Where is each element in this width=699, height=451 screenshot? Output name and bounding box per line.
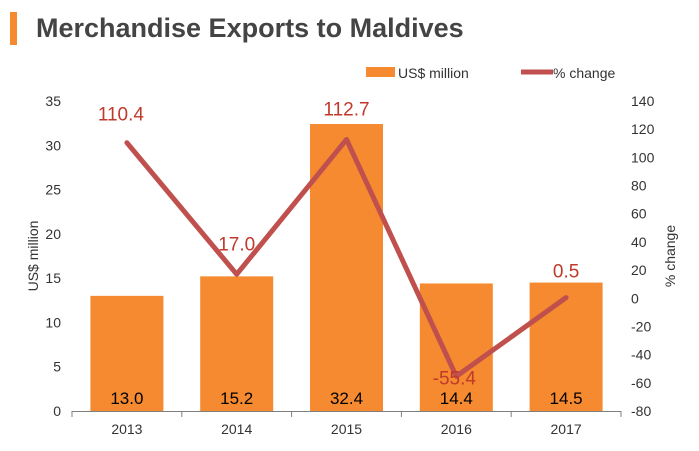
y-right-tick-label: 100 xyxy=(631,149,655,165)
y-left-tick-label: 10 xyxy=(45,314,61,330)
y-left-tick-label: 35 xyxy=(45,93,61,109)
y-right-axis-title: % change xyxy=(662,225,678,287)
x-tick-label: 2016 xyxy=(441,421,472,437)
bar-value-label: 14.5 xyxy=(550,389,583,408)
y-right-tick-label: -60 xyxy=(631,375,651,391)
y-right-tick-label: 0 xyxy=(631,290,639,306)
chart-title: Merchandise Exports to Maldives xyxy=(36,13,464,43)
x-tick-label: 2015 xyxy=(331,421,362,437)
bar xyxy=(419,283,493,411)
y-right-tick-label: 40 xyxy=(631,234,647,250)
y-left-tick-label: 15 xyxy=(45,270,61,286)
line-value-label: 17.0 xyxy=(218,234,255,255)
x-tick-label: 2014 xyxy=(221,421,252,437)
y-right-tick-label: -20 xyxy=(631,318,651,334)
y-left-tick-label: 0 xyxy=(53,403,61,419)
line-value-label: 112.7 xyxy=(323,99,369,120)
bar xyxy=(529,282,603,411)
y-right-tick-label: 140 xyxy=(631,93,655,109)
title-accent-bar xyxy=(10,12,17,45)
y-right-tick-label: 60 xyxy=(631,206,647,222)
legend-label-bar: US$ million xyxy=(398,65,469,81)
bar-value-label: 13.0 xyxy=(110,389,143,408)
line-value-label: 0.5 xyxy=(553,262,579,283)
bar xyxy=(200,276,274,411)
y-right-tick-label: 120 xyxy=(631,121,655,137)
x-tick-label: 2017 xyxy=(551,421,582,437)
y-left-tick-label: 30 xyxy=(45,137,61,153)
y-left-tick-label: 5 xyxy=(53,359,61,375)
bar-value-label: 15.2 xyxy=(220,389,253,408)
y-left-tick-label: 25 xyxy=(45,182,61,198)
bar-value-label: 14.4 xyxy=(440,389,473,408)
legend-label-line: % change xyxy=(553,65,615,81)
legend-swatch-bar xyxy=(366,67,395,77)
line-value-label: 110.4 xyxy=(98,105,145,126)
y-right-tick-label: 80 xyxy=(631,178,647,194)
bar xyxy=(90,295,164,411)
bar-value-label: 32.4 xyxy=(330,389,363,408)
y-left-tick-label: 20 xyxy=(45,226,61,242)
y-right-tick-label: 20 xyxy=(631,262,647,278)
y-left-axis-title: US$ million xyxy=(25,221,41,292)
x-tick-label: 2013 xyxy=(111,421,142,437)
line-series-pct-change xyxy=(124,136,569,379)
y-right-tick-label: -80 xyxy=(631,403,651,419)
line-value-label: -55.4 xyxy=(433,368,477,389)
y-right-tick-label: -40 xyxy=(631,347,651,363)
